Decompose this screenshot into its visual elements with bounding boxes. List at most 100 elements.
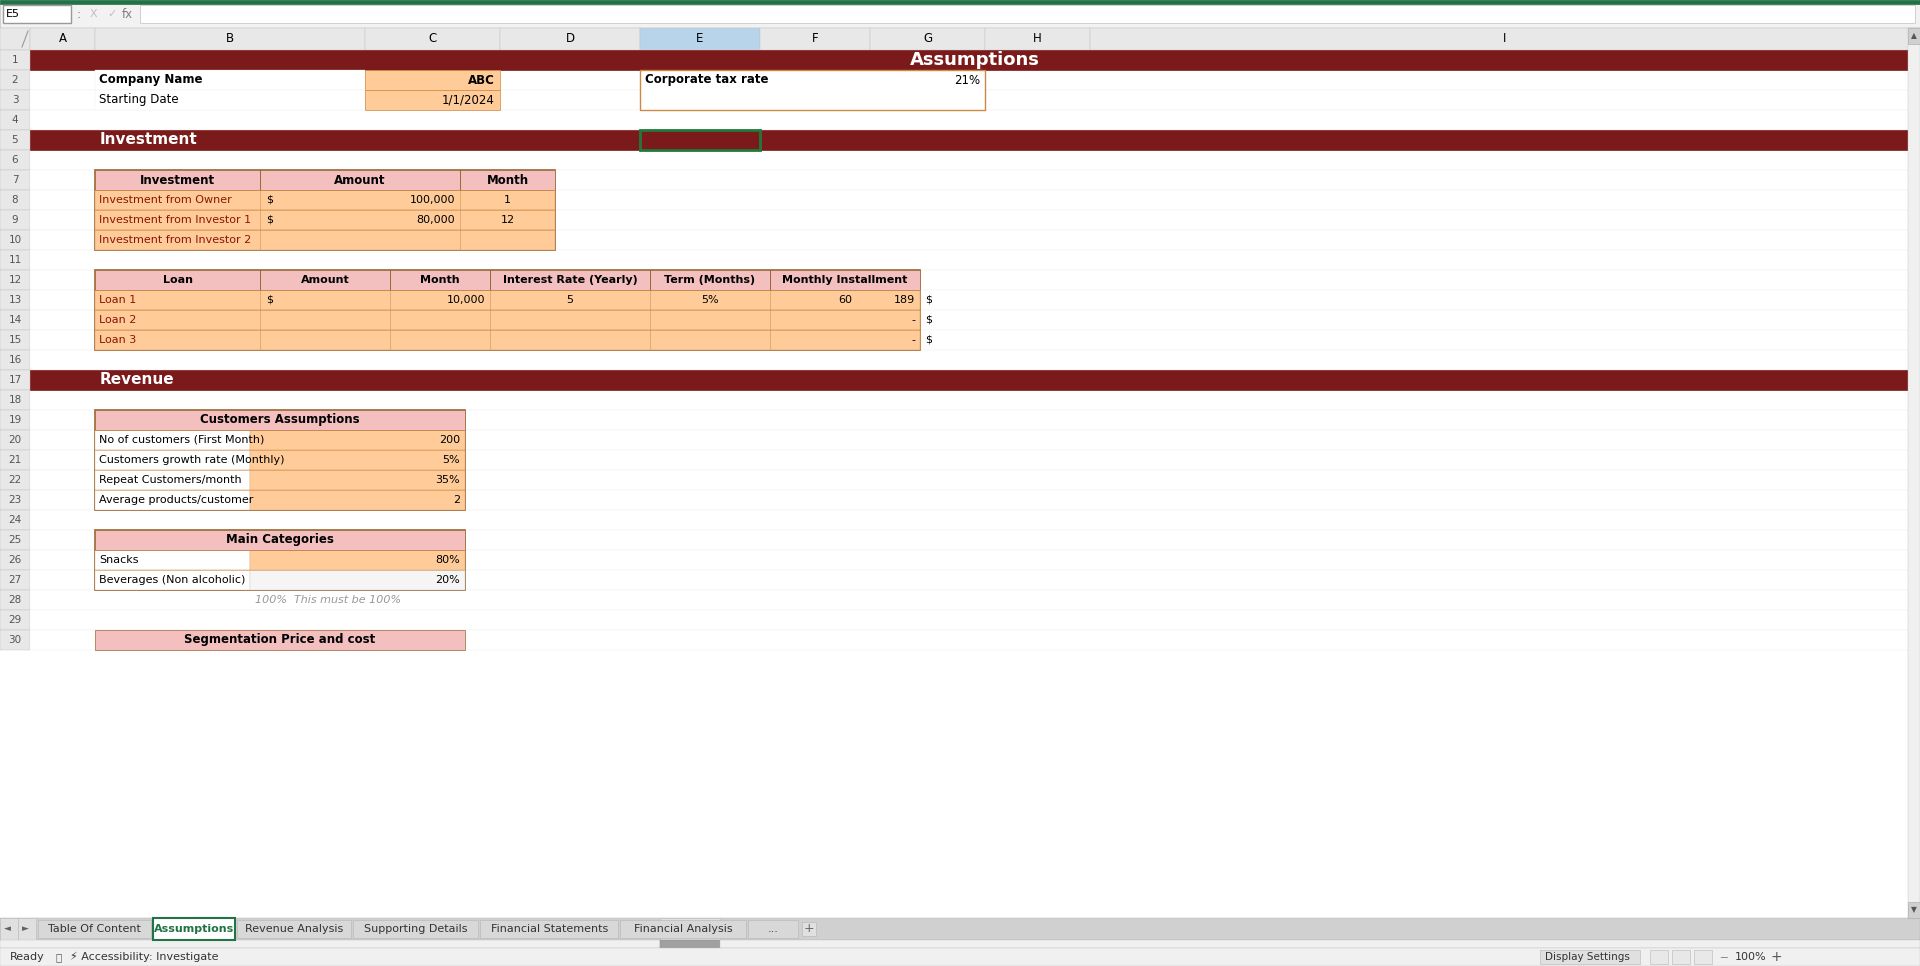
- Bar: [140, 5, 1914, 23]
- Bar: [0, 630, 31, 650]
- Bar: [31, 410, 1920, 430]
- Bar: [31, 190, 1920, 210]
- Bar: [17, 918, 36, 940]
- Bar: [0, 430, 31, 450]
- Bar: [31, 110, 1920, 130]
- Text: 80%: 80%: [436, 555, 461, 565]
- Bar: [0, 230, 31, 250]
- Bar: [31, 210, 1920, 230]
- Text: B: B: [227, 33, 234, 45]
- Bar: [31, 370, 1920, 390]
- Text: Segmentation Price and cost: Segmentation Price and cost: [184, 634, 376, 646]
- Bar: [31, 430, 1920, 450]
- Text: 10: 10: [8, 235, 21, 245]
- Text: $: $: [925, 295, 931, 305]
- Bar: [499, 28, 639, 50]
- Bar: [31, 450, 1920, 470]
- Bar: [31, 130, 1920, 150]
- Bar: [38, 920, 152, 938]
- Text: Financial Analysis: Financial Analysis: [634, 924, 732, 934]
- Bar: [238, 920, 351, 938]
- Text: Company Name: Company Name: [100, 73, 202, 87]
- Text: 19: 19: [8, 415, 21, 425]
- Text: X: X: [90, 9, 98, 19]
- Bar: [94, 530, 465, 590]
- Bar: [0, 150, 31, 170]
- Bar: [31, 50, 1920, 70]
- Text: ─: ─: [1720, 952, 1726, 962]
- Text: A: A: [58, 33, 67, 45]
- Bar: [31, 50, 1920, 70]
- Bar: [1091, 28, 1920, 50]
- Text: 100%: 100%: [1736, 952, 1766, 962]
- Text: 13: 13: [8, 295, 21, 305]
- Bar: [480, 920, 618, 938]
- Text: ABC: ABC: [468, 73, 495, 87]
- Bar: [720, 940, 1920, 948]
- Text: G: G: [924, 33, 931, 45]
- Bar: [94, 450, 250, 470]
- Text: E5: E5: [6, 9, 19, 19]
- Bar: [747, 920, 799, 938]
- Bar: [31, 90, 1920, 110]
- Bar: [31, 170, 1920, 190]
- Text: E: E: [697, 33, 705, 45]
- Bar: [94, 530, 465, 550]
- Bar: [31, 250, 1920, 270]
- Bar: [353, 920, 478, 938]
- Text: ▼: ▼: [1910, 905, 1916, 915]
- Text: 21: 21: [8, 455, 21, 465]
- Text: 1/1/2024: 1/1/2024: [442, 94, 495, 106]
- Text: Month: Month: [486, 174, 528, 186]
- Bar: [94, 190, 555, 210]
- Text: 12: 12: [501, 215, 515, 225]
- Bar: [31, 28, 94, 50]
- Bar: [0, 310, 31, 330]
- Text: Customers Assumptions: Customers Assumptions: [200, 413, 359, 427]
- Text: +: +: [803, 923, 814, 935]
- Bar: [0, 290, 31, 310]
- Text: 27: 27: [8, 575, 21, 585]
- Text: Loan 1: Loan 1: [100, 295, 136, 305]
- Bar: [639, 28, 760, 50]
- Bar: [0, 940, 660, 948]
- Bar: [620, 920, 745, 938]
- Bar: [94, 470, 250, 490]
- Text: F: F: [812, 33, 818, 45]
- Text: 24: 24: [8, 515, 21, 525]
- Bar: [31, 390, 1920, 410]
- Bar: [0, 610, 31, 630]
- Bar: [0, 250, 31, 270]
- Text: Monthly Installment: Monthly Installment: [781, 275, 908, 285]
- Bar: [0, 390, 31, 410]
- Bar: [31, 330, 1920, 350]
- Text: 3: 3: [12, 95, 19, 105]
- Text: -: -: [910, 335, 916, 345]
- Bar: [0, 450, 31, 470]
- Text: 5%: 5%: [701, 295, 718, 305]
- Bar: [0, 28, 31, 50]
- Bar: [639, 130, 760, 150]
- Bar: [1672, 950, 1690, 964]
- Text: ✓: ✓: [108, 9, 117, 19]
- Bar: [94, 630, 465, 650]
- Bar: [250, 570, 465, 590]
- Bar: [94, 270, 920, 350]
- Text: Revenue: Revenue: [100, 373, 175, 387]
- Bar: [94, 290, 920, 310]
- Bar: [0, 918, 17, 940]
- Bar: [0, 0, 1920, 4]
- Bar: [803, 922, 816, 936]
- Bar: [94, 550, 250, 570]
- Bar: [250, 470, 465, 490]
- Text: 8: 8: [12, 195, 19, 205]
- Text: 1: 1: [503, 195, 511, 205]
- Text: 30: 30: [8, 635, 21, 645]
- Bar: [0, 948, 1920, 966]
- Bar: [760, 28, 870, 50]
- Bar: [0, 570, 31, 590]
- Bar: [660, 940, 720, 948]
- Bar: [250, 550, 465, 570]
- Text: 189: 189: [893, 295, 916, 305]
- Bar: [31, 570, 1920, 590]
